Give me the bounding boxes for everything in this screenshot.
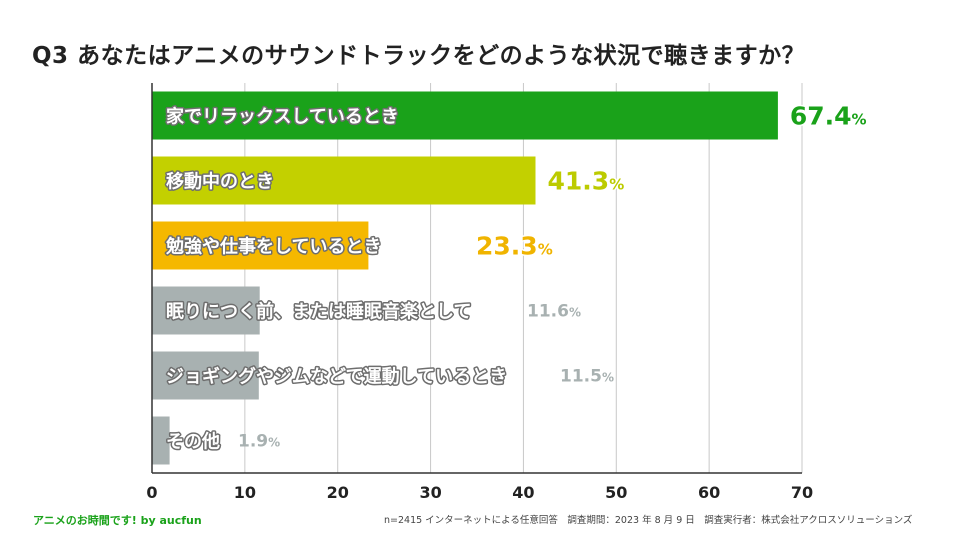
value-label-0: 67.4% <box>790 102 867 131</box>
x-tick-60: 60 <box>698 483 720 502</box>
bar-label-5: その他 <box>166 431 220 453</box>
value-label-4: 11.5% <box>560 367 614 387</box>
bar-5 <box>152 416 170 465</box>
survey-footnote: n=2415 インターネットによる任意回答 調査期間：2023 年 8 月 9 … <box>384 515 913 526</box>
bar-label-2: 勉強や仕事をしているとき <box>165 236 381 258</box>
bar-label-0: 家でリラックスしているとき <box>166 106 399 128</box>
bar-layer: 家でリラックスしているとき 67.4% 移動中のとき 41.3% 勉強や仕事をしていると… <box>152 91 868 465</box>
x-tick-50: 50 <box>605 483 627 502</box>
x-tick-0: 0 <box>146 483 157 502</box>
grid-layer <box>244 83 803 473</box>
bar-2 <box>152 221 369 270</box>
value-label-2: 23.3% <box>476 232 553 261</box>
bar-label-4: ジョギングやジムなどで運動しているとき <box>166 366 507 388</box>
x-tick-30: 30 <box>419 483 441 502</box>
bar-0 <box>152 91 778 140</box>
axis-layer: 0 10 20 30 40 50 60 70 <box>146 83 813 502</box>
brand-label: アニメのお時間です! by aucfun <box>33 514 202 527</box>
chart-title: Q3 あなたはアニメのサウンドトラックをどのような状況で聴きますか？ <box>32 43 806 69</box>
bar-label-1: 移動中のとき <box>166 171 274 193</box>
value-label-1: 41.3% <box>548 167 625 196</box>
bar-1 <box>152 156 536 205</box>
x-tick-40: 40 <box>512 483 534 502</box>
value-label-3: 11.6% <box>527 302 581 322</box>
x-tick-20: 20 <box>327 483 349 502</box>
x-tick-70: 70 <box>791 483 813 502</box>
bar-3 <box>152 286 260 335</box>
bar-label-3: 眠りにつく前、または睡眠音楽として <box>166 301 471 323</box>
value-label-5: 1.9% <box>238 432 280 452</box>
x-tick-10: 10 <box>234 483 256 502</box>
bar-4 <box>152 351 259 400</box>
